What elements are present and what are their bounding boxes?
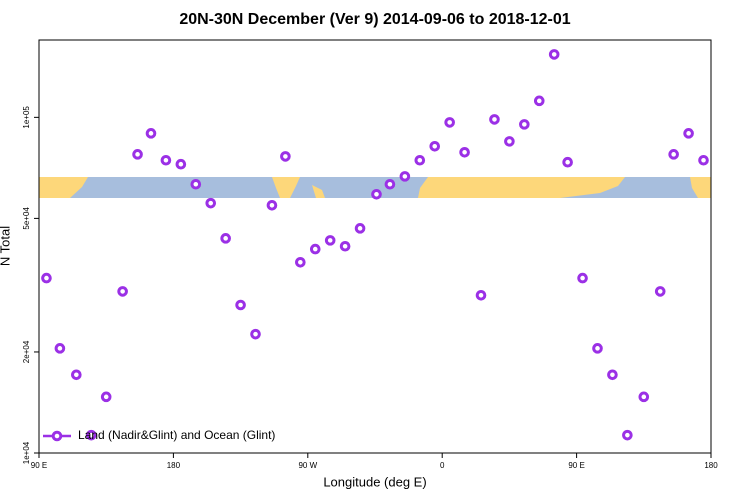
point — [41, 272, 52, 284]
point — [54, 343, 66, 354]
point — [220, 233, 231, 244]
point — [504, 136, 515, 147]
point — [429, 140, 441, 152]
point — [132, 149, 143, 160]
point — [160, 154, 172, 166]
point — [607, 369, 618, 381]
point — [280, 151, 291, 162]
point — [235, 299, 246, 311]
point — [489, 114, 500, 125]
point — [533, 95, 545, 107]
point — [444, 117, 455, 128]
point — [175, 158, 187, 170]
point — [371, 188, 382, 200]
plot-frame — [38, 39, 712, 454]
x-tick-label: 180 — [704, 461, 718, 470]
point — [399, 171, 411, 182]
point — [668, 149, 679, 160]
y-tick-label: 2e+04 — [22, 340, 31, 363]
point — [577, 272, 588, 284]
y-tick-label: 1e+04 — [22, 441, 31, 464]
x-tick-label: 90 E — [568, 461, 584, 470]
point — [324, 235, 336, 246]
point — [622, 429, 633, 441]
y-tick-label: 1e+05 — [22, 106, 31, 129]
point — [295, 256, 306, 268]
point — [205, 197, 217, 209]
point — [71, 369, 82, 381]
point — [145, 128, 157, 139]
point — [475, 290, 487, 301]
point — [117, 286, 128, 297]
chart-title: 20N-30N December (Ver 9) 2014-09-06 to 2… — [179, 11, 570, 28]
point — [638, 391, 650, 403]
point — [190, 178, 202, 190]
x-tick-label: 180 — [167, 461, 181, 470]
x-tick-label: 90 W — [298, 461, 317, 470]
x-tick-label: 90 E — [31, 461, 47, 470]
legend-marker — [51, 430, 63, 442]
point — [459, 146, 470, 158]
point — [683, 128, 694, 139]
point — [85, 429, 97, 441]
point — [100, 391, 112, 403]
point — [309, 243, 321, 255]
point — [266, 199, 278, 211]
x-tick-label: 0 — [440, 461, 445, 470]
point — [592, 343, 603, 354]
point — [384, 178, 396, 190]
point — [548, 49, 560, 60]
point — [414, 154, 426, 166]
point — [519, 119, 530, 130]
point — [698, 154, 709, 166]
y-tick-label: 5e+04 — [22, 207, 31, 230]
point — [562, 156, 573, 168]
x-axis-label: Longitude (deg E) — [323, 474, 426, 489]
point — [654, 286, 666, 297]
y-axis-label: N Total — [0, 226, 12, 266]
land — [39, 177, 711, 198]
point — [339, 240, 351, 252]
point — [354, 223, 366, 234]
point — [250, 328, 261, 340]
legend-label: Land (Nadir&Glint) and Ocean (Glint) — [78, 428, 275, 442]
